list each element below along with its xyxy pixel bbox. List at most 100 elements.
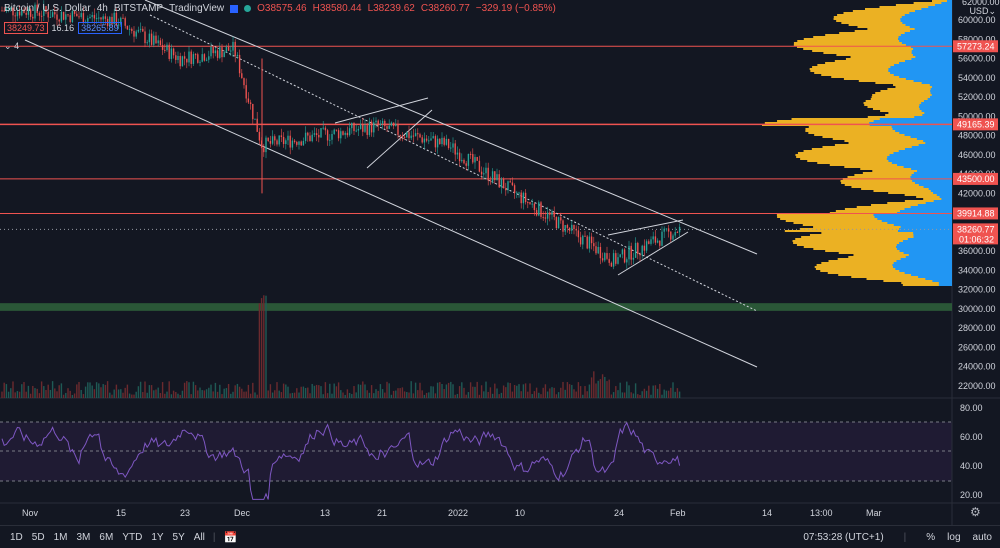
candle-body[interactable] bbox=[520, 192, 522, 204]
candle-body[interactable] bbox=[645, 241, 648, 251]
goto-date-icon[interactable]: 📅 bbox=[223, 531, 238, 544]
candle-body[interactable] bbox=[379, 123, 382, 126]
candle-body[interactable] bbox=[331, 133, 333, 140]
candle-body[interactable] bbox=[549, 212, 551, 215]
candle-body[interactable] bbox=[300, 141, 302, 146]
candle-body[interactable] bbox=[540, 202, 542, 217]
candle-body[interactable] bbox=[619, 254, 621, 258]
candle-body[interactable] bbox=[161, 45, 164, 50]
candle-body[interactable] bbox=[439, 138, 441, 145]
candle-body[interactable] bbox=[29, 9, 32, 17]
candle-body[interactable] bbox=[401, 135, 404, 137]
interval[interactable]: 4h bbox=[96, 3, 108, 14]
candle-body[interactable] bbox=[557, 217, 560, 229]
candle-body[interactable] bbox=[588, 236, 591, 249]
candle-body[interactable] bbox=[166, 44, 168, 51]
candle-body[interactable] bbox=[291, 140, 294, 148]
candle-body[interactable] bbox=[650, 239, 652, 244]
candle-body[interactable] bbox=[190, 51, 192, 64]
candle-body[interactable] bbox=[639, 254, 641, 256]
candle-body[interactable] bbox=[348, 128, 351, 136]
candle-body[interactable] bbox=[318, 134, 320, 138]
ask-button[interactable]: 38265.89 bbox=[78, 22, 122, 34]
auto-toggle[interactable]: auto bbox=[972, 531, 992, 543]
candle-body[interactable] bbox=[65, 14, 67, 20]
candle-body[interactable] bbox=[507, 181, 509, 191]
candle-body[interactable] bbox=[309, 135, 311, 142]
candle-body[interactable] bbox=[423, 138, 426, 143]
candle-body[interactable] bbox=[390, 122, 393, 126]
candle-body[interactable] bbox=[612, 253, 615, 267]
candle-body[interactable] bbox=[329, 139, 331, 141]
candle-body[interactable] bbox=[36, 4, 38, 13]
candle-body[interactable] bbox=[78, 16, 80, 18]
candle-body[interactable] bbox=[637, 242, 639, 255]
candle-body[interactable] bbox=[496, 174, 498, 181]
candle-body[interactable] bbox=[599, 246, 602, 259]
candle-body[interactable] bbox=[571, 224, 573, 231]
candle-body[interactable] bbox=[566, 225, 569, 228]
candle-body[interactable] bbox=[384, 120, 386, 127]
candle-body[interactable] bbox=[456, 152, 459, 155]
candle-body[interactable] bbox=[469, 153, 472, 155]
candle-body[interactable] bbox=[296, 141, 298, 145]
candle-body[interactable] bbox=[131, 28, 133, 31]
candle-body[interactable] bbox=[472, 154, 474, 163]
candle-body[interactable] bbox=[1, 10, 3, 12]
wedge-bottom-line[interactable] bbox=[366, 109, 433, 169]
candle-body[interactable] bbox=[38, 12, 41, 16]
candle-body[interactable] bbox=[168, 44, 170, 59]
candle-body[interactable] bbox=[95, 18, 98, 20]
candle-body[interactable] bbox=[265, 137, 267, 153]
candle-body[interactable] bbox=[513, 185, 516, 193]
candle-body[interactable] bbox=[54, 12, 56, 15]
candle-body[interactable] bbox=[502, 178, 505, 189]
candle-body[interactable] bbox=[91, 15, 93, 17]
candle-body[interactable] bbox=[148, 33, 151, 43]
candle-body[interactable] bbox=[500, 178, 503, 188]
candle-body[interactable] bbox=[434, 136, 437, 148]
range-button-all[interactable]: All bbox=[193, 531, 205, 543]
candle-body[interactable] bbox=[582, 235, 584, 245]
candle-body[interactable] bbox=[188, 51, 190, 63]
candle-body[interactable] bbox=[480, 171, 483, 175]
candle-body[interactable] bbox=[432, 136, 434, 139]
candle-body[interactable] bbox=[56, 14, 58, 20]
candle-body[interactable] bbox=[626, 259, 628, 263]
candle-body[interactable] bbox=[49, 16, 52, 18]
candle-body[interactable] bbox=[529, 202, 531, 204]
candle-body[interactable] bbox=[208, 56, 210, 60]
candle-body[interactable] bbox=[621, 249, 624, 255]
candle-body[interactable] bbox=[632, 257, 635, 260]
candle-body[interactable] bbox=[623, 249, 626, 263]
candle-body[interactable] bbox=[23, 9, 25, 13]
range-button-1m[interactable]: 1M bbox=[53, 531, 68, 543]
axis-settings[interactable]: ⚙ bbox=[970, 505, 981, 519]
candle-body[interactable] bbox=[436, 138, 439, 148]
candle-body[interactable] bbox=[381, 120, 384, 124]
candle-body[interactable] bbox=[447, 138, 450, 148]
candle-body[interactable] bbox=[584, 235, 586, 237]
candle-body[interactable] bbox=[104, 16, 107, 19]
candle-body[interactable] bbox=[142, 28, 144, 32]
candle-body[interactable] bbox=[133, 30, 135, 37]
candle-body[interactable] bbox=[575, 229, 577, 231]
candle-body[interactable] bbox=[652, 236, 654, 240]
candle-body[interactable] bbox=[546, 212, 549, 219]
candle-body[interactable] bbox=[538, 202, 540, 216]
candle-body[interactable] bbox=[298, 141, 300, 145]
candle-body[interactable] bbox=[564, 225, 566, 232]
candle-body[interactable] bbox=[219, 47, 221, 58]
candle-body[interactable] bbox=[461, 159, 463, 162]
candle-body[interactable] bbox=[311, 134, 313, 142]
candle-body[interactable] bbox=[544, 217, 547, 219]
candle-body[interactable] bbox=[494, 171, 496, 181]
candle-body[interactable] bbox=[175, 55, 177, 60]
candle-body[interactable] bbox=[201, 54, 203, 62]
candle-body[interactable] bbox=[252, 103, 254, 120]
candle-body[interactable] bbox=[43, 6, 45, 16]
candle-body[interactable] bbox=[421, 137, 423, 143]
candle-body[interactable] bbox=[487, 167, 489, 181]
candle-body[interactable] bbox=[615, 253, 617, 264]
